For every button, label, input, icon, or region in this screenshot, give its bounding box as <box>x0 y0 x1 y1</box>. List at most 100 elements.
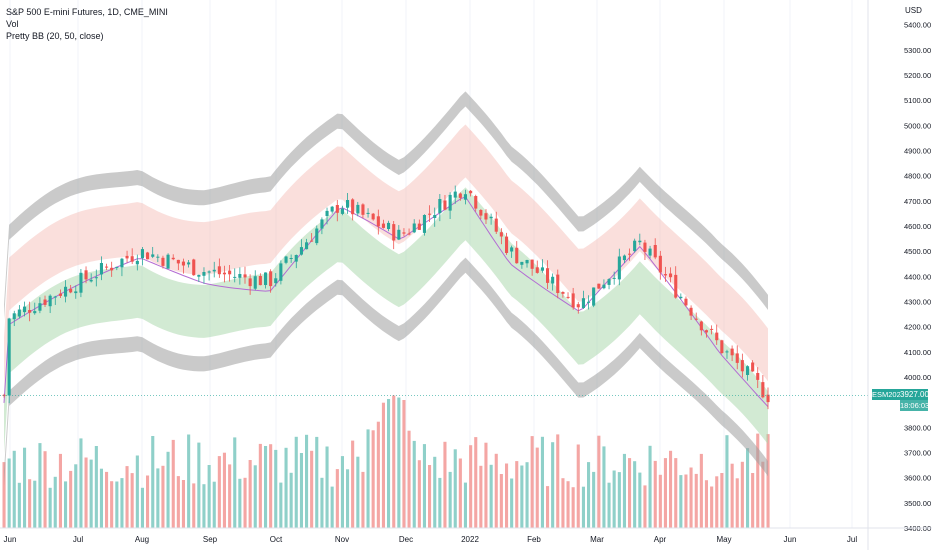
volume-bar <box>720 473 724 528</box>
candle-body <box>207 271 211 273</box>
price-tick-label: 4700.00 <box>904 197 931 206</box>
candle-body <box>264 272 268 285</box>
candle-body <box>735 353 739 363</box>
volume-bar <box>43 451 47 528</box>
volume-bar <box>366 429 370 528</box>
time-tick-label: Jul <box>73 535 83 544</box>
volume-bar <box>38 443 42 528</box>
candle-body <box>499 232 503 237</box>
legend-title[interactable]: S&P 500 E-mini Futures, 1D, CME_MINI <box>6 7 168 17</box>
legend-volume[interactable]: Vol <box>6 19 19 29</box>
time-tick-label: May <box>716 535 731 544</box>
volume-bar <box>684 474 688 528</box>
volume-bar <box>274 449 278 528</box>
price-tick-label: 3500.00 <box>904 499 931 508</box>
candle-body <box>202 272 206 276</box>
volume-bar <box>607 482 611 528</box>
candle-body <box>633 240 637 252</box>
candle-body <box>417 223 421 230</box>
candle-body <box>248 278 252 287</box>
candle-body <box>540 267 544 271</box>
candle-body <box>130 256 134 262</box>
volume-bar <box>238 478 242 528</box>
volume-bar <box>58 453 62 528</box>
candle-body <box>510 247 514 252</box>
volume-bar <box>289 472 293 528</box>
volume-bar <box>581 486 585 528</box>
time-tick-label: Jun <box>4 535 17 544</box>
candle-body <box>443 200 447 210</box>
candle-body <box>643 242 647 252</box>
candle-body <box>756 373 760 380</box>
candle-body <box>33 311 37 314</box>
volume-bar <box>674 458 678 528</box>
volume-bar <box>17 482 21 528</box>
time-tick-label: Jun <box>784 535 797 544</box>
volume-bar <box>576 444 580 528</box>
volume-bar <box>176 476 180 528</box>
candle-body <box>592 287 596 306</box>
candle-body <box>694 318 698 320</box>
candle-body <box>648 248 652 256</box>
candle-body <box>653 245 657 258</box>
volume-bar <box>74 464 78 528</box>
price-tick-label: 3600.00 <box>904 474 931 483</box>
candle-body <box>79 272 83 293</box>
volume-bar <box>489 464 493 528</box>
candle-body <box>715 332 719 341</box>
candle-body <box>151 254 155 257</box>
candle-body <box>310 240 314 242</box>
candle-body <box>587 301 591 303</box>
volume-bar <box>520 465 524 528</box>
candle-body <box>515 247 519 264</box>
volume-bar <box>505 463 509 528</box>
volume-bar <box>79 438 83 528</box>
volume-bar <box>351 440 355 528</box>
candle-body <box>428 213 432 215</box>
volume-bar <box>663 458 667 528</box>
last-price-value: 3927.00 <box>900 389 929 401</box>
volume-bar <box>622 453 626 528</box>
candle-body <box>125 255 129 259</box>
candle-body <box>110 267 114 271</box>
candle-body <box>699 321 703 331</box>
candle-body <box>638 240 642 243</box>
volume-bar <box>120 478 124 528</box>
outer-upper-band <box>4 91 768 320</box>
price-tick-label: 4800.00 <box>904 172 931 181</box>
candle-body <box>53 296 57 298</box>
candle-body <box>43 299 47 305</box>
volume-bar <box>515 461 519 528</box>
volume-bar <box>587 462 591 528</box>
volume-bar <box>402 400 406 528</box>
volume-bar <box>2 462 6 528</box>
candle-body <box>576 304 580 308</box>
candle-body <box>561 292 565 294</box>
volume-bar <box>146 475 150 528</box>
volume-bar <box>325 446 329 528</box>
candle-body <box>7 318 11 396</box>
time-tick-label: Nov <box>335 535 349 544</box>
volume-bar <box>407 430 411 528</box>
candle-body <box>710 328 714 330</box>
candle-body <box>535 267 539 273</box>
last-price-symbol: ESM2022 <box>872 389 905 401</box>
candle-body <box>740 360 744 372</box>
volume-bar <box>592 471 596 528</box>
volume-bar <box>417 460 421 528</box>
volume-bar <box>202 484 206 528</box>
candle-body <box>381 223 385 228</box>
candle-body <box>84 270 88 280</box>
volume-bar <box>105 471 109 528</box>
volume-bar <box>258 443 262 528</box>
candle-body <box>28 310 32 313</box>
time-tick-label: Apr <box>654 535 667 544</box>
volume-bar <box>233 437 237 528</box>
axes: 5400.00 5300.00 5200.00 5100.00 5000.00 4900.… <box>0 21 931 544</box>
volume-bar <box>305 434 309 528</box>
volume-bar <box>653 460 657 528</box>
time-tick-label: 2022 <box>461 535 479 544</box>
volume-bar <box>166 451 170 528</box>
legend-bollinger[interactable]: Pretty BB (20, 50, close) <box>6 31 104 41</box>
